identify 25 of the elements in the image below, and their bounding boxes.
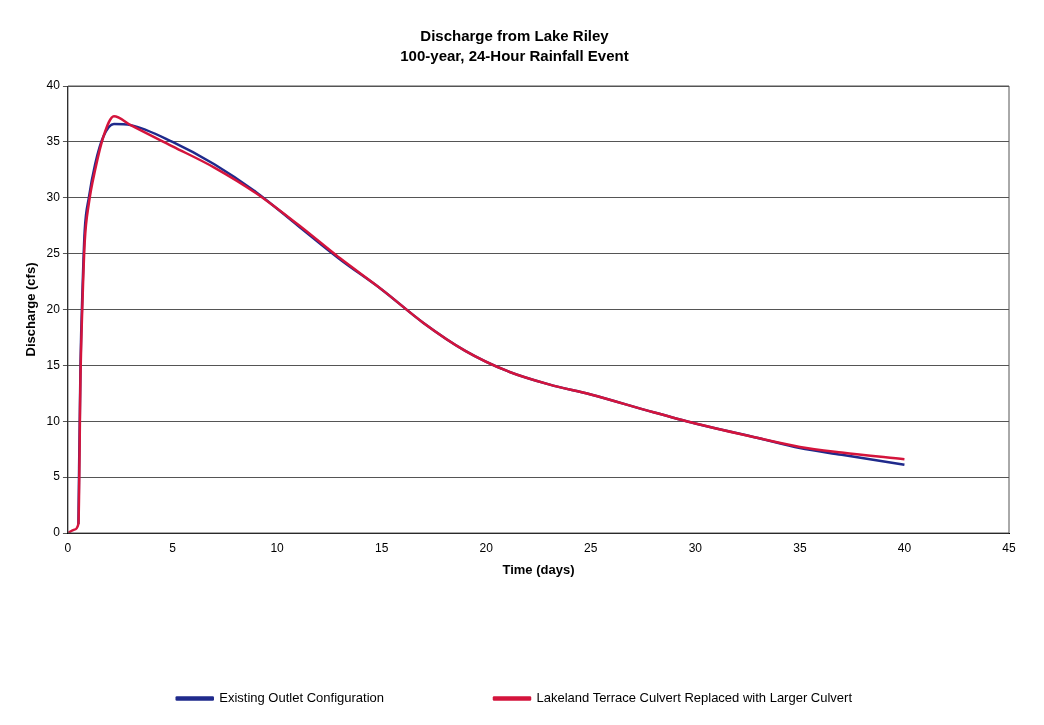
x-tick-label: 15 [374,540,389,555]
y-tick-label: 5 [53,469,61,484]
y-tick-label: 30 [46,190,61,205]
legend-label: Lakeland Terrace Culvert Replaced with Larger Culvert [536,690,853,706]
y-tick-label: 15 [46,357,61,372]
legend-label: Existing Outlet Configuration [219,690,385,706]
x-tick-label: 35 [793,540,807,555]
chart-title: Discharge from Lake Riley [420,27,610,45]
x-tick-label: 10 [270,540,285,555]
y-tick-label: 40 [46,78,61,93]
x-tick-label: 20 [479,540,494,555]
x-tick-label: 30 [688,540,703,555]
y-axis-title: Discharge (cfs) [23,262,39,357]
x-tick-label: 45 [1002,540,1016,555]
y-tick-label: 25 [46,245,61,260]
x-tick-label: 25 [584,540,598,555]
x-tick-label: 5 [169,540,177,555]
y-tick-label: 35 [46,134,61,149]
y-tick-label: 10 [46,413,61,428]
y-tick-label: 20 [46,301,61,316]
x-axis-title: Time (days) [502,561,575,577]
y-tick-label: 0 [53,525,61,540]
x-tick-label: 0 [64,540,72,555]
chart-subtitle: 100-year, 24-Hour Rainfall Event [400,47,629,65]
x-tick-label: 40 [897,540,912,555]
